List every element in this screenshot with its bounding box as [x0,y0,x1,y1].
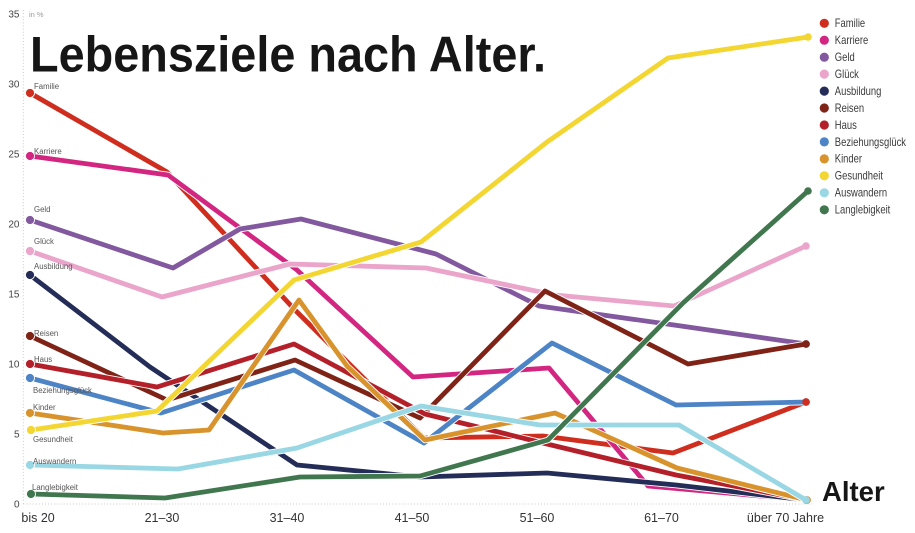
svg-text:Ausbildung: Ausbildung [34,262,73,271]
svg-text:20: 20 [8,220,20,231]
svg-text:Langlebigkeit: Langlebigkeit [32,483,79,492]
svg-text:in %: in % [29,10,44,19]
svg-text:Langlebigkeit: Langlebigkeit [835,204,891,217]
svg-text:Gesundheit: Gesundheit [33,435,74,444]
svg-text:Haus: Haus [34,355,52,364]
svg-text:Gesundheit: Gesundheit [835,170,883,183]
svg-text:61–70: 61–70 [644,511,679,525]
svg-text:Auswandern: Auswandern [835,187,887,200]
svg-text:41–50: 41–50 [395,511,430,525]
svg-text:31–40: 31–40 [270,511,305,525]
svg-text:Familie: Familie [34,82,59,91]
svg-text:30: 30 [8,80,20,91]
svg-text:Kinder: Kinder [33,403,56,412]
svg-text:25: 25 [8,150,20,161]
svg-text:Geld: Geld [34,205,50,214]
svg-text:Beziehungsglück: Beziehungsglück [33,386,92,395]
svg-text:Haus: Haus [835,119,857,132]
svg-text:Lebensziele nach Alter.: Lebensziele nach Alter. [30,27,546,83]
svg-text:Reisen: Reisen [835,102,864,115]
svg-text:über 70 Jahre: über 70 Jahre [747,511,824,525]
svg-text:5: 5 [14,430,20,441]
svg-text:Glück: Glück [34,237,54,246]
svg-text:10: 10 [8,360,20,371]
svg-text:Karriere: Karriere [835,34,869,47]
svg-text:Alter: Alter [822,476,885,507]
svg-text:Beziehungsglück: Beziehungsglück [835,136,907,149]
svg-text:Reisen: Reisen [34,329,58,338]
svg-text:0: 0 [14,500,20,511]
svg-text:21–30: 21–30 [145,511,180,525]
svg-text:35: 35 [8,10,20,21]
svg-text:Familie: Familie [835,17,865,30]
svg-text:Glück: Glück [835,68,860,81]
svg-text:15: 15 [8,290,20,301]
svg-text:51–60: 51–60 [520,511,555,525]
svg-text:Geld: Geld [835,51,855,64]
svg-text:bis 20: bis 20 [21,511,54,525]
svg-text:Kinder: Kinder [835,153,863,166]
svg-text:Ausbildung: Ausbildung [835,85,882,98]
svg-text:Karriere: Karriere [34,147,62,156]
svg-text:Auswandern: Auswandern [33,457,76,466]
